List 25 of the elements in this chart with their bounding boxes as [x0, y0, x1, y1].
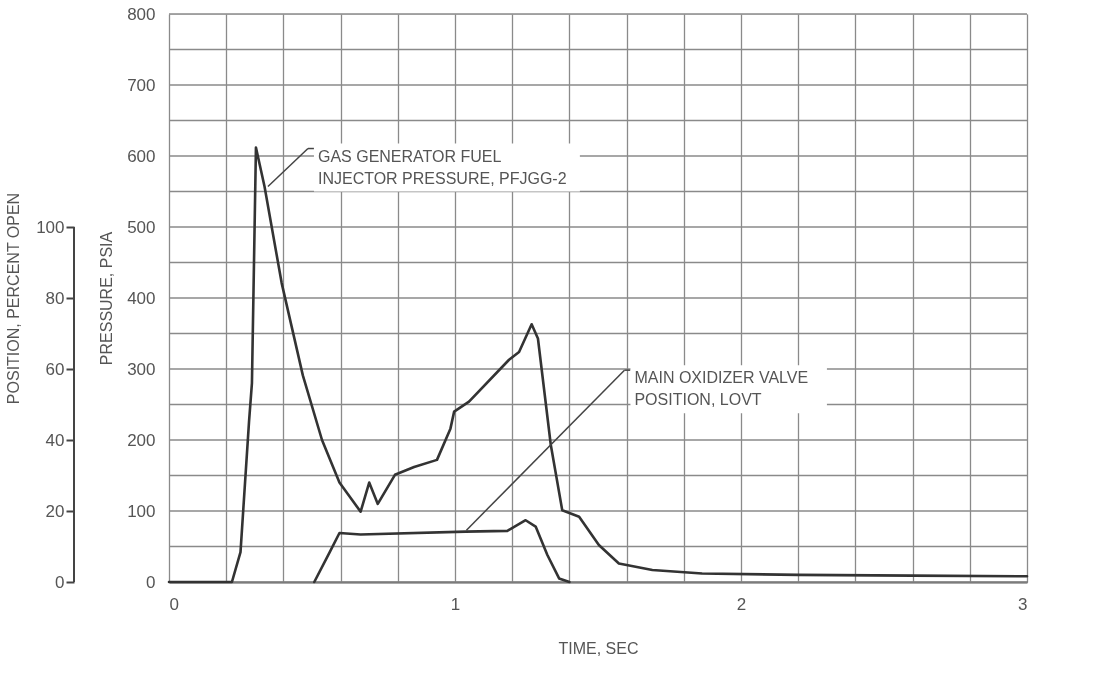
y-tick-label: 400: [127, 288, 156, 308]
y-tick-label: 0: [146, 572, 156, 592]
y2-tick-label: 20: [45, 501, 65, 521]
x-axis-title: TIME, SEC: [558, 639, 639, 657]
y2-tick-label: 60: [45, 359, 65, 379]
y-tick-label: 300: [127, 359, 156, 379]
y2-tick-label: 0: [55, 572, 65, 592]
y-tick-label: 500: [127, 217, 156, 237]
y-tick-label: 100: [127, 501, 156, 521]
x-tick-label: 2: [736, 594, 747, 614]
y-tick-label: 200: [127, 430, 156, 450]
x-tick-label: 3: [1018, 594, 1028, 614]
annotation: GAS GENERATOR FUEL INJECTOR PRESSURE, PFJGG-2: [317, 147, 567, 187]
x-tick-label: 0: [169, 594, 179, 614]
annotation: MAIN OXIDIZER VALVE POSITION, LOVT: [634, 369, 809, 409]
y-tick-label: 800: [127, 4, 156, 24]
y2-tick-label: 100: [36, 217, 65, 237]
y2-tick-label: 40: [45, 430, 65, 450]
x-tick-label: 1: [450, 594, 461, 614]
y-axis-title: PRESSURE, PSIA: [98, 231, 116, 366]
y2-axis-title: POSITION, PERCENT OPEN: [5, 192, 23, 405]
y2-tick-label: 80: [45, 288, 65, 308]
y-tick-label: 700: [127, 75, 156, 95]
line-series: [312, 518, 571, 584]
y-tick-label: 600: [127, 146, 156, 166]
